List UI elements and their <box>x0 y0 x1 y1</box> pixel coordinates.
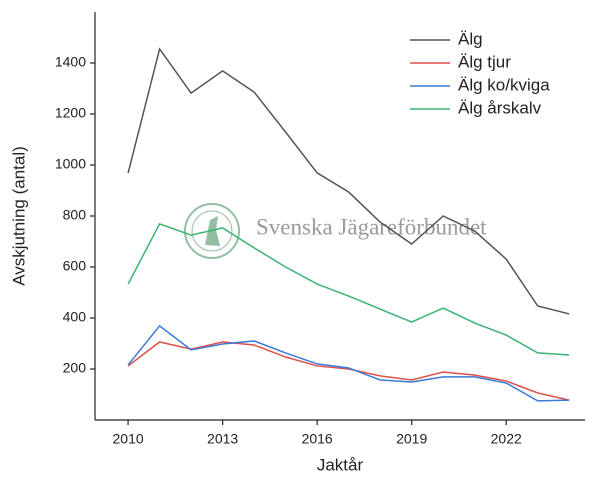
x-tick-label: 2013 <box>207 431 238 447</box>
legend-label: Älg årskalv <box>458 98 542 117</box>
x-axis-label: Jaktår <box>317 455 364 474</box>
x-tick-label: 2010 <box>113 431 144 447</box>
series-line <box>127 47 570 315</box>
legend-label: Älg <box>458 29 483 48</box>
watermark: Svenska Jägareförbundet <box>256 214 487 239</box>
y-tick-label: 1000 <box>55 156 86 172</box>
y-axis-label: Avskjutning (antal) <box>9 146 28 286</box>
y-tick-label: 600 <box>63 258 87 274</box>
watermark-logo <box>184 203 240 259</box>
y-tick-label: 1400 <box>55 54 86 70</box>
y-tick-label: 400 <box>63 309 87 325</box>
legend-label: Älg tjur <box>458 52 511 71</box>
series-line <box>127 324 570 402</box>
y-tick-label: 1200 <box>55 105 86 121</box>
series-line <box>127 222 570 356</box>
y-tick-label: 200 <box>63 360 87 376</box>
y-tick-label: 800 <box>63 207 87 223</box>
x-tick-label: 2019 <box>396 431 427 447</box>
x-tick-label: 2016 <box>302 431 333 447</box>
legend-label: Älg ko/kviga <box>458 75 550 94</box>
x-tick-label: 2022 <box>491 431 522 447</box>
series-line <box>127 341 570 401</box>
